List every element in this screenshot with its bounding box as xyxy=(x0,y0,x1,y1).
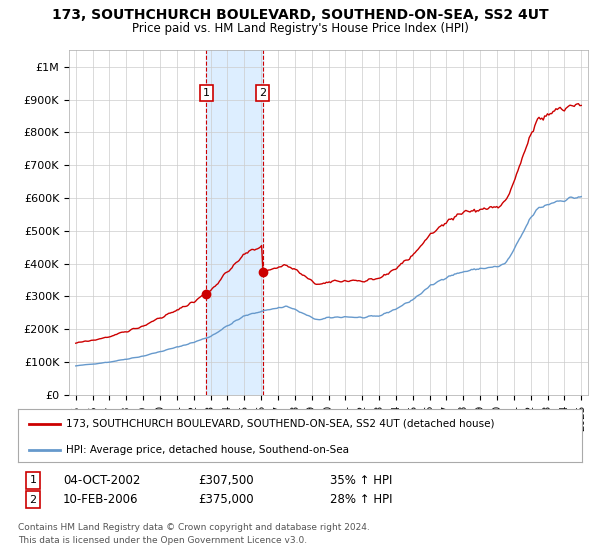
Text: This data is licensed under the Open Government Licence v3.0.: This data is licensed under the Open Gov… xyxy=(18,536,307,545)
Text: 173, SOUTHCHURCH BOULEVARD, SOUTHEND-ON-SEA, SS2 4UT (detached house): 173, SOUTHCHURCH BOULEVARD, SOUTHEND-ON-… xyxy=(66,419,494,429)
Text: 1: 1 xyxy=(203,88,210,98)
Text: 04-OCT-2002: 04-OCT-2002 xyxy=(63,474,140,487)
Text: 2: 2 xyxy=(29,494,37,505)
Text: HPI: Average price, detached house, Southend-on-Sea: HPI: Average price, detached house, Sout… xyxy=(66,445,349,455)
Text: 28% ↑ HPI: 28% ↑ HPI xyxy=(330,493,392,506)
Bar xyxy=(206,50,263,395)
Text: 173, SOUTHCHURCH BOULEVARD, SOUTHEND-ON-SEA, SS2 4UT: 173, SOUTHCHURCH BOULEVARD, SOUTHEND-ON-… xyxy=(52,8,548,22)
Text: £307,500: £307,500 xyxy=(198,474,254,487)
Text: Price paid vs. HM Land Registry's House Price Index (HPI): Price paid vs. HM Land Registry's House … xyxy=(131,22,469,35)
Text: 2: 2 xyxy=(259,88,266,98)
Text: 10-FEB-2006: 10-FEB-2006 xyxy=(63,493,139,506)
Text: Contains HM Land Registry data © Crown copyright and database right 2024.: Contains HM Land Registry data © Crown c… xyxy=(18,523,370,532)
Text: 1: 1 xyxy=(29,475,37,486)
Text: £375,000: £375,000 xyxy=(198,493,254,506)
Text: 35% ↑ HPI: 35% ↑ HPI xyxy=(330,474,392,487)
